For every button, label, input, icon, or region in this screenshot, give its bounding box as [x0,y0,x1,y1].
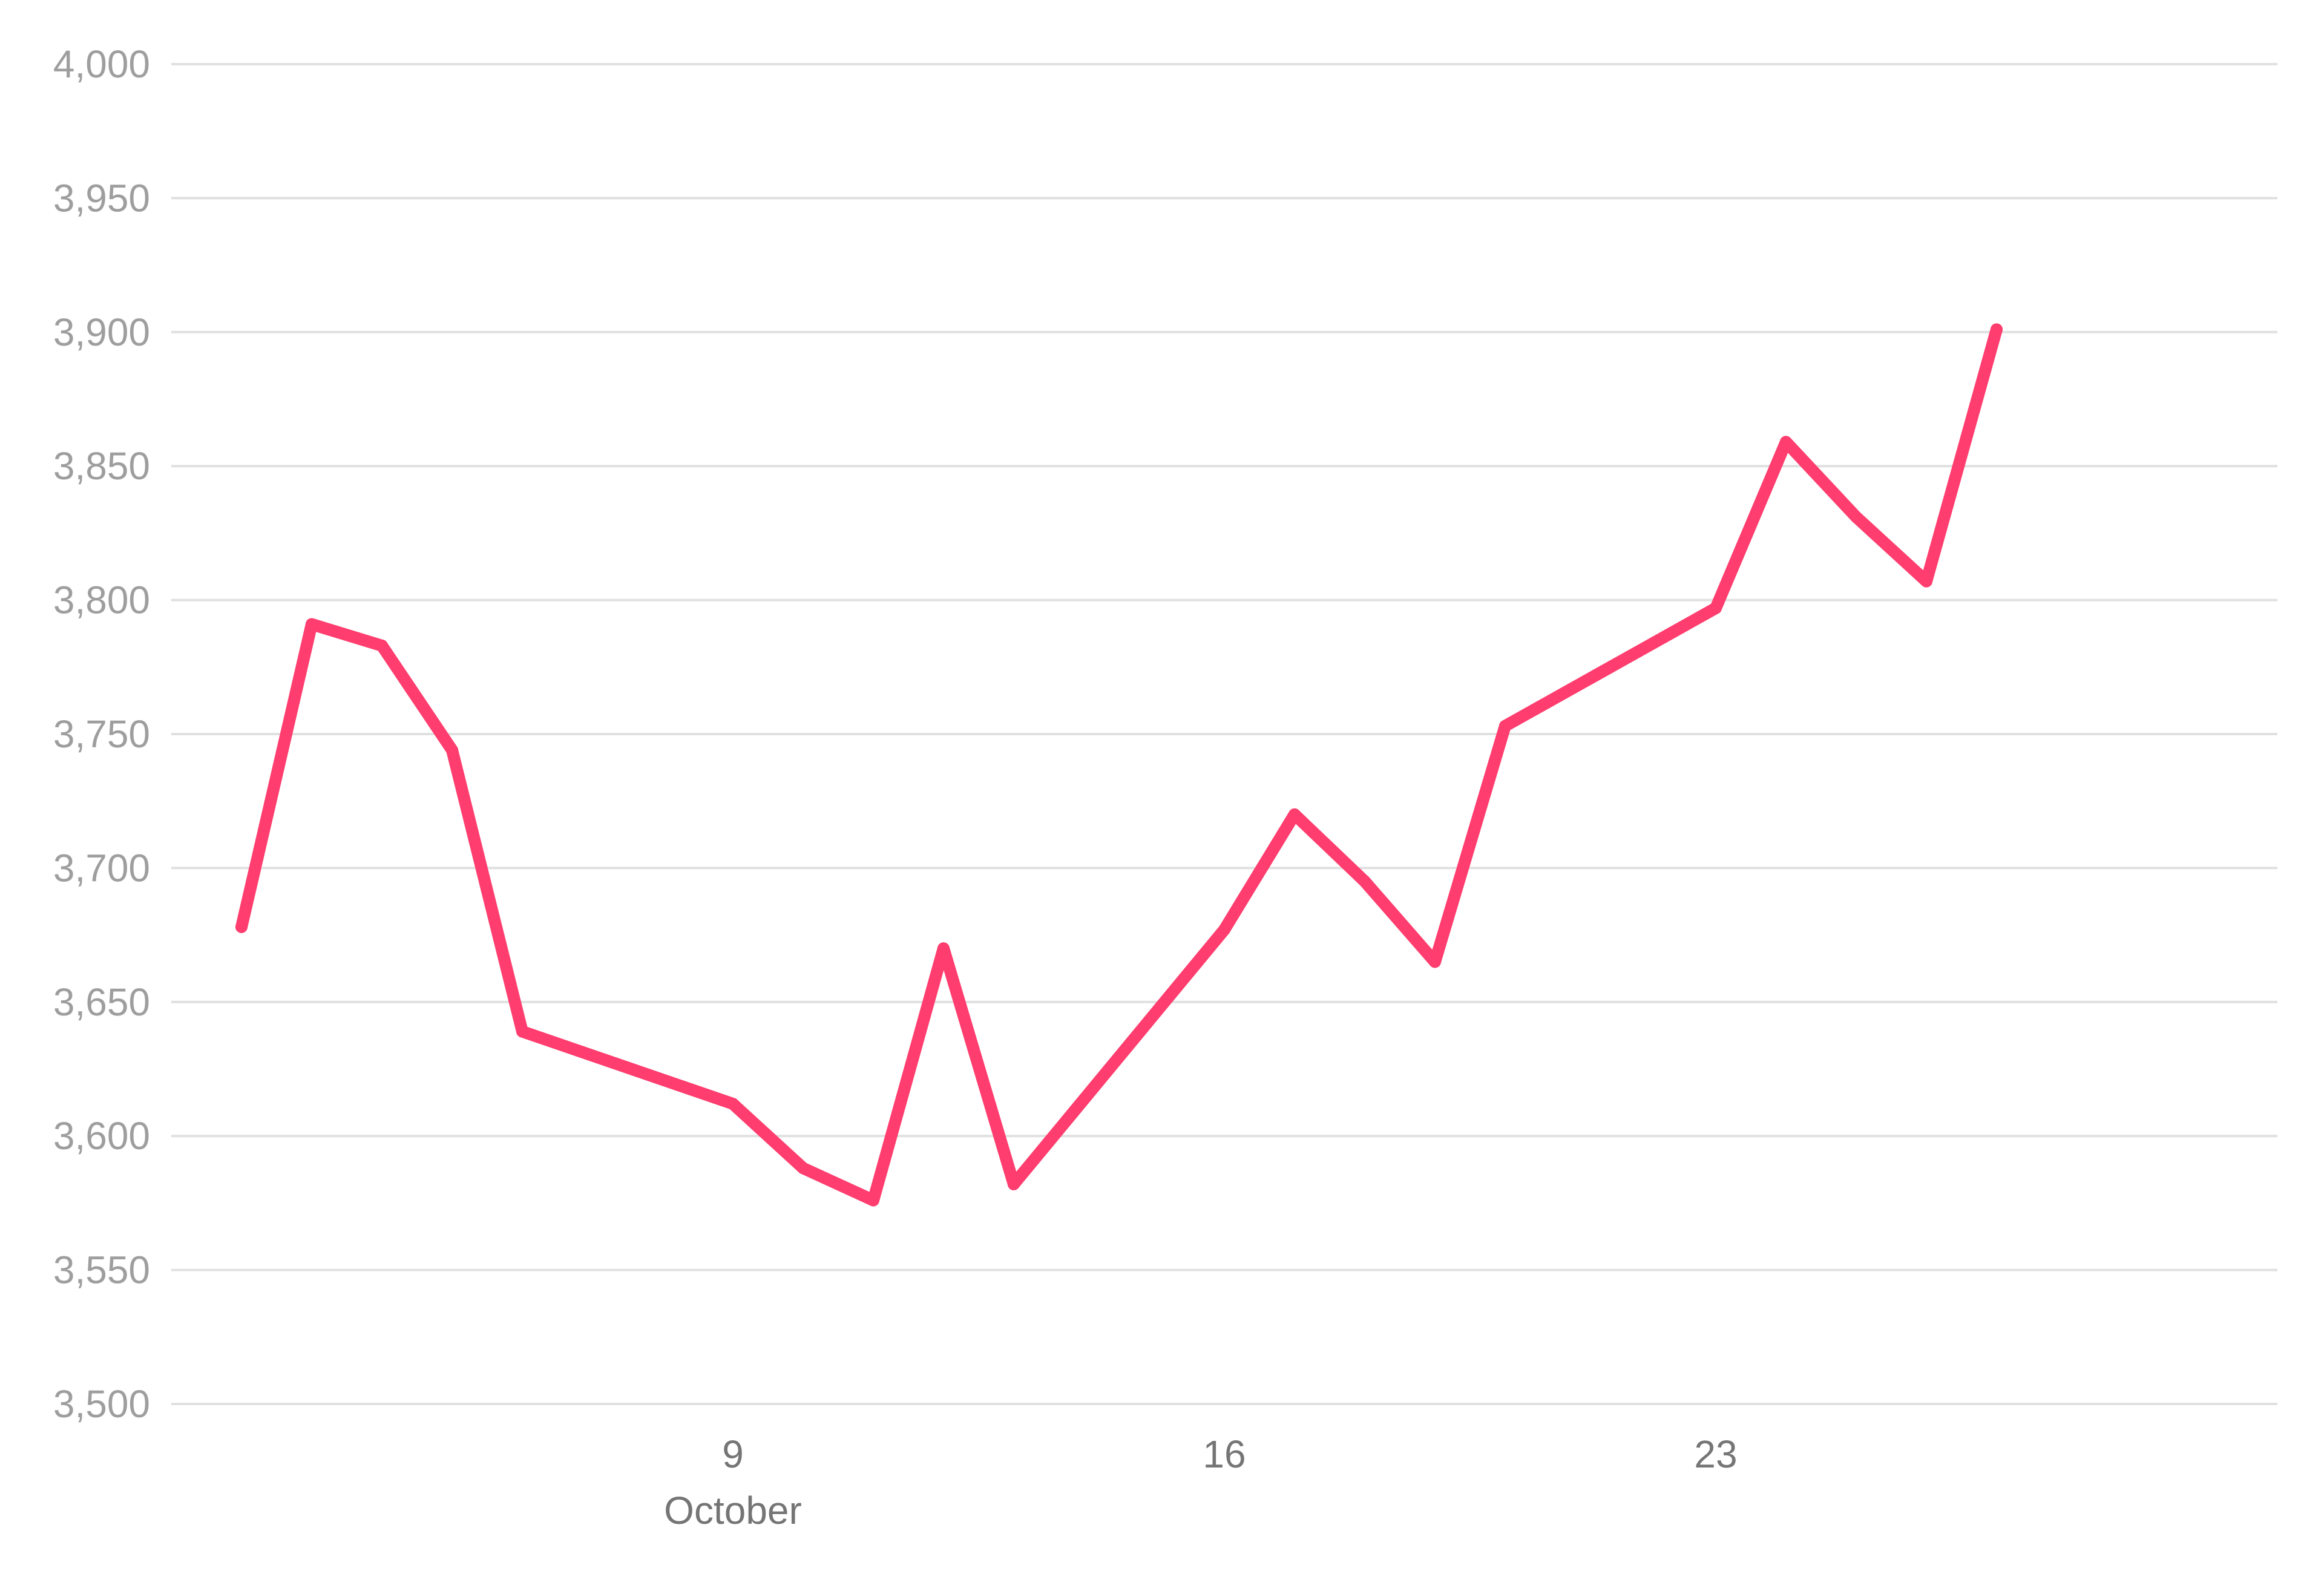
data-point [1288,808,1301,821]
data-point [797,1162,809,1175]
data-point [516,1025,528,1038]
data-point [727,1098,739,1110]
data-point [376,639,388,652]
x-axis-tick-labels: 9 October 16 23 [664,1432,1737,1532]
y-tick-label: 3,950 [53,176,150,220]
y-tick-label: 3,900 [53,310,150,354]
y-tick-label: 3,600 [53,1114,150,1158]
data-point [1499,720,1511,732]
series-line [235,323,2003,1207]
data-point [1218,923,1230,936]
y-tick-label: 3,800 [53,579,150,622]
data-points [235,323,2003,1207]
data-point [235,920,248,933]
data-point [1920,575,1932,588]
y-tick-label: 4,000 [53,42,150,86]
data-point [1780,436,1792,448]
x-tick-label: 23 [1694,1432,1737,1476]
y-axis-tick-labels: 3,500 3,550 3,600 3,650 3,700 3,750 3,800 3,850… [53,42,150,1426]
series-layer [235,323,2003,1207]
grid-lines [171,63,2277,1405]
data-point [306,618,318,631]
x-tick-label: 9 [722,1432,744,1476]
data-point [1850,511,1862,523]
x-tick-label: 16 [1203,1432,1246,1476]
y-tick-label: 3,650 [53,980,150,1024]
y-tick-label: 3,700 [53,846,150,890]
data-point [1359,875,1371,888]
y-tick-label: 3,750 [53,712,150,756]
data-point [1008,1178,1020,1190]
y-tick-label: 3,550 [53,1248,150,1292]
y-tick-label: 3,850 [53,444,150,488]
data-point [867,1194,879,1207]
y-tick-label: 3,500 [53,1382,150,1426]
data-point [937,942,950,955]
data-point [1991,323,2003,336]
data-point [446,744,458,756]
x-tick-month-label: October [664,1489,802,1532]
data-point [1429,956,1441,968]
data-point [1710,602,1722,614]
